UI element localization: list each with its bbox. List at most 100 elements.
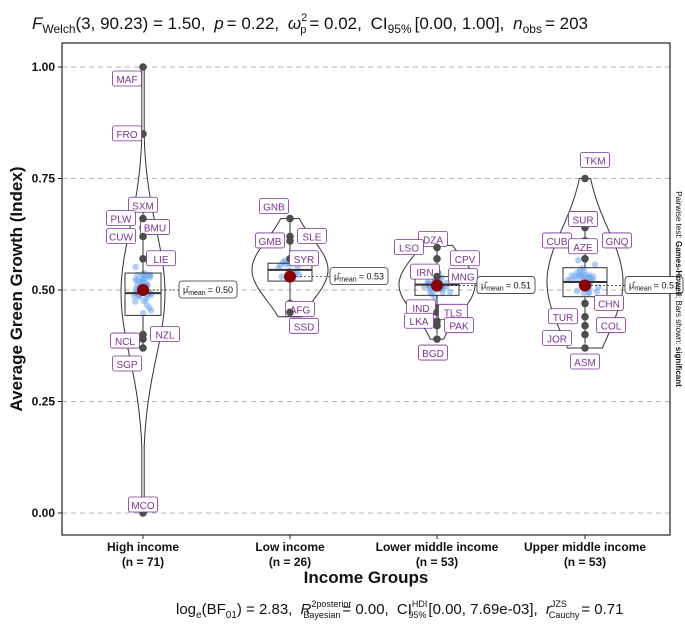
group-0: MAF FRO SXM BMU PLW CUW LIE NCL NZL SGP MCO μ̂mean =… — [106, 63, 238, 517]
point-label-col: COL — [601, 322, 622, 333]
point-label-lso: LSO — [399, 244, 419, 255]
data-point — [278, 273, 285, 280]
chart-caption: loge(BF01) = 2.83, R2posterior Bayesian = … — [176, 599, 623, 621]
point-label-lka: LKA — [410, 317, 429, 328]
point-label-box-sur — [568, 211, 598, 227]
point-label-bgd: BGD — [422, 349, 444, 360]
mean-label-box-1 — [329, 267, 389, 286]
labeled-point-asm — [581, 344, 589, 352]
point-label-box-asm — [570, 353, 600, 370]
labeled-point-mng — [433, 272, 441, 281]
point-label-box-gnq — [602, 232, 632, 249]
labeled-point-tur — [581, 313, 589, 321]
y-tick-label-2: 0.50 — [32, 283, 56, 297]
point-label-box-sxm — [128, 196, 158, 213]
group-1: GNB SLE GMB SYR AFG SSD μ̂mean = 0.53 — [251, 198, 389, 334]
data-point — [591, 261, 599, 268]
point-label-box-bmu — [140, 219, 170, 235]
point-label-ssd: SSD — [294, 322, 315, 333]
data-point — [140, 310, 147, 317]
point-label-afg: AFG — [290, 305, 311, 316]
point-label-box-tkm — [580, 152, 610, 168]
point-label-bmu: BMU — [144, 224, 166, 235]
labeled-point-pak — [433, 321, 441, 330]
mean-point-2 — [431, 279, 443, 292]
x-category-n-2: (n = 53) — [416, 555, 458, 569]
labeled-point-gnb — [286, 214, 294, 223]
data-point — [595, 283, 602, 291]
point-label-mco: MCO — [131, 501, 155, 512]
point-label-sgp: SGP — [116, 360, 137, 371]
labeled-point-lie — [139, 254, 147, 263]
grid-layer — [62, 66, 670, 514]
labeled-point-bgd — [433, 335, 441, 343]
axis-layer: 0.00 0.25 0.50 0.75 1.00 High income(n = 71) L… — [32, 60, 647, 569]
group-3: TKM SUR CUB GNQ AZE CHN TUR COL JOR ASM μ̂mean = 0.… — [542, 152, 684, 370]
point-label-cub: CUB — [546, 237, 567, 248]
labeled-point-nzl — [139, 330, 147, 339]
groups-layer: MAF FRO SXM BMU PLW CUW LIE NCL NZL SGP MCO μ̂mean =… — [106, 63, 684, 517]
data-point — [585, 274, 592, 281]
violin-1 — [251, 218, 329, 318]
point-label-box-mco — [128, 496, 158, 513]
point-label-box-maf — [112, 70, 142, 87]
x-category-label-3: Upper middle income — [524, 540, 646, 554]
point-label-box-aze — [568, 238, 598, 255]
mean-point-1 — [284, 270, 296, 283]
point-label-box-gnb — [259, 198, 289, 215]
mean-label-2: μ̂mean = 0.51 — [481, 281, 531, 293]
point-label-syr: SYR — [294, 255, 315, 266]
point-label-box-plw — [106, 210, 136, 227]
point-label-box-lka — [404, 312, 434, 329]
point-label-nzl: NZL — [156, 331, 175, 342]
point-label-box-ssd — [289, 317, 319, 334]
point-label-box-lso — [394, 239, 424, 256]
point-label-ncl: NCL — [115, 337, 135, 348]
x-category-n-0: (n = 71) — [122, 555, 164, 569]
mean-label-box-2 — [476, 276, 536, 294]
mean-label-box-3 — [624, 276, 684, 294]
point-label-cuw: CUW — [109, 232, 133, 243]
point-label-maf: MAF — [116, 75, 137, 86]
data-point — [574, 269, 581, 276]
data-point — [132, 263, 139, 271]
point-label-box-cuw — [106, 228, 136, 244]
point-label-box-cpv — [450, 250, 480, 267]
x-category-label-2: Lower middle income — [376, 540, 499, 554]
point-label-dza: DZA — [423, 235, 443, 246]
point-label-box-tur — [548, 308, 578, 325]
mean-point-3 — [579, 279, 591, 292]
y-tick-label-4: 1.00 — [32, 60, 56, 74]
point-label-sxm: SXM — [132, 201, 154, 212]
point-label-box-fro — [112, 125, 142, 142]
x-category-n-3: (n = 53) — [564, 555, 606, 569]
labeled-point-maf — [139, 63, 147, 71]
point-label-box-nzl — [150, 326, 180, 343]
point-label-box-mng — [448, 268, 478, 285]
group-2: DZA LSO CPV IRN MNG IND TLS LKA PAK BGD μ̂mean = 0.… — [394, 230, 536, 361]
data-point — [132, 298, 139, 305]
point-label-gmb: GMB — [259, 237, 282, 248]
point-label-fro: FRO — [116, 130, 137, 141]
point-label-tkm: TKM — [584, 157, 605, 168]
data-point — [575, 257, 582, 264]
labeled-point-jor — [581, 330, 589, 339]
point-label-box-ncl — [110, 332, 140, 349]
data-point — [578, 265, 586, 272]
mean-point-0 — [137, 284, 149, 296]
mean-label-1: μ̂mean = 0.53 — [334, 272, 384, 284]
point-label-box-sle — [297, 228, 327, 244]
data-point — [142, 274, 149, 282]
point-label-box-syr — [289, 250, 319, 267]
x-category-label-1: Low income — [255, 540, 325, 554]
labeled-point-cuw — [139, 232, 147, 241]
data-point — [585, 290, 593, 297]
x-category-label-0: High income — [107, 540, 179, 554]
point-label-box-dza — [418, 230, 448, 247]
point-label-aze: AZE — [573, 243, 593, 254]
point-label-box-pak — [444, 317, 474, 334]
x-category-n-1: (n = 26) — [269, 555, 311, 569]
point-label-tur: TUR — [553, 313, 574, 324]
point-label-cpv: CPV — [455, 255, 476, 266]
y-axis-title: Average Green Growth (Index) — [7, 167, 26, 412]
